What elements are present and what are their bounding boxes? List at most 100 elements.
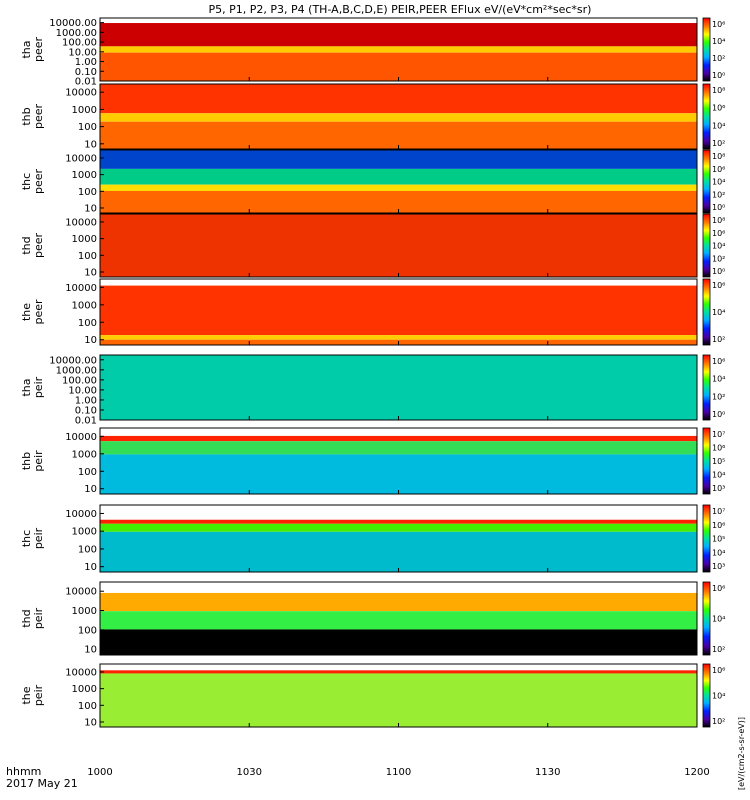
heatmap-band	[100, 184, 697, 191]
colorbar-tick-label: 10⁴	[712, 178, 725, 187]
heatmap-band	[100, 611, 697, 630]
colorbar-tick-label: 10²	[712, 190, 725, 199]
panel-species-label: peer	[32, 233, 45, 259]
x-tick-label: 1000	[87, 767, 112, 778]
y-tick-label: 10000.00	[49, 355, 97, 366]
heatmap-band	[100, 629, 697, 655]
colorbar-tick-label: 10⁴	[712, 242, 725, 251]
heatmap-band	[100, 168, 697, 185]
heatmap-band	[100, 285, 697, 336]
colorbar-tick-label: 10⁴	[712, 121, 725, 130]
colorbar	[702, 83, 711, 150]
panel-probe-label: the	[20, 686, 33, 704]
colorbar-tick-label: 10⁰	[712, 410, 725, 419]
panel-species-label: peir	[32, 684, 45, 706]
colorbar-tick-label: 10⁸	[712, 216, 725, 225]
y-tick-label: 100	[78, 544, 97, 555]
heatmap-band	[100, 454, 697, 494]
heatmap-band	[100, 673, 697, 727]
panel-probe-label: thc	[20, 173, 33, 190]
x-tick-label: 1200	[684, 767, 709, 778]
colorbar-tick-label: 10⁶	[712, 281, 725, 290]
x-tick-label: 1100	[386, 767, 411, 778]
heatmap-band	[100, 84, 697, 114]
y-tick-label: 10000	[65, 509, 97, 520]
heatmap-band	[100, 592, 697, 612]
y-tick-label: 10	[84, 717, 97, 728]
colorbar-tick-label: 10⁶	[712, 584, 725, 593]
y-tick-label: 1000.00	[56, 28, 97, 39]
y-tick-label: 10000.00	[49, 18, 97, 29]
y-tick-label: 10	[84, 203, 97, 214]
y-tick-label: 100	[78, 251, 97, 262]
colorbar	[702, 213, 711, 278]
colorbar	[702, 354, 711, 421]
y-tick-label: 10	[84, 335, 97, 346]
panel-probe-label: the	[20, 303, 33, 321]
panel-species-label: peir	[32, 527, 45, 549]
colorbar-tick-label: 10⁶	[712, 229, 725, 238]
colorbar	[702, 504, 711, 573]
y-tick-label: 10000	[65, 667, 97, 678]
y-tick-label: 1000	[72, 606, 97, 617]
heatmap-band	[100, 519, 697, 524]
heatmap-band	[100, 150, 697, 169]
heatmap-band	[100, 46, 697, 53]
colorbar-tick-label: 10⁴	[712, 37, 725, 46]
colorbar-tick-label: 10⁰	[712, 203, 725, 212]
colorbar-tick-label: 10⁷	[712, 430, 725, 439]
colorbar-tick-label: 10⁴	[712, 692, 725, 701]
panel-probe-label: tha	[20, 378, 33, 396]
panel-group: 1000 1030 1100 1130 120010000.001000.00100.0…	[20, 17, 725, 778]
colorbar-tick-label: 10⁰	[712, 71, 725, 80]
colorbar-tick-label: 10²	[712, 645, 725, 654]
y-tick-label: 100	[78, 122, 97, 133]
colorbar-tick-label: 10²	[712, 717, 725, 726]
y-tick-label: 1000	[72, 684, 97, 695]
y-tick-label: 0.01	[75, 77, 97, 88]
colorbar-tick-label: 10⁶	[712, 357, 725, 366]
time-unit-label: hhmm	[6, 765, 41, 778]
y-tick-label: 10.00	[68, 385, 97, 396]
colorbar-tick-label: 10⁶	[712, 20, 725, 29]
panel-probe-label: thb	[20, 452, 33, 470]
x-tick-label: 1130	[535, 767, 560, 778]
y-tick-label: 1.00	[75, 57, 97, 68]
panel-probe-label: thd	[20, 236, 33, 254]
heatmap-band	[100, 355, 697, 420]
heatmap-band	[100, 441, 697, 455]
panel-probe-label: tha	[20, 40, 33, 58]
colorbar-tick-label: 10⁴	[712, 375, 725, 384]
panel-probe-label: thd	[20, 609, 33, 627]
colorbar-tick-label: 10⁵	[712, 457, 725, 466]
panel-species-label: peer	[32, 299, 45, 325]
colorbar-tick-label: 10⁴	[712, 308, 725, 317]
colorbar	[702, 149, 711, 214]
heatmap-band	[100, 214, 697, 277]
y-tick-label: 1.00	[75, 395, 97, 406]
heatmap-band	[100, 113, 697, 122]
y-tick-label: 1000	[72, 234, 97, 245]
panel-species-label: peer	[32, 104, 45, 130]
y-tick-label: 10000	[65, 432, 97, 443]
y-tick-label: 1000	[72, 449, 97, 460]
y-tick-label: 10000	[65, 153, 97, 164]
y-tick-label: 10000	[65, 217, 97, 228]
colorbar-tick-label: 10⁴	[712, 471, 725, 480]
panel-species-label: peir	[32, 376, 45, 398]
colorbar-tick-label: 10²	[712, 335, 725, 344]
colorbar-tick-label: 10²	[712, 139, 725, 148]
y-tick-label: 1000	[72, 300, 97, 311]
plot-title: P5, P1, P2, P3, P4 (TH-A,B,C,D,E) PEIR,P…	[209, 3, 592, 16]
colorbar-tick-label: 10⁶	[712, 104, 725, 113]
colorbar-tick-label: 10⁸	[712, 86, 725, 95]
y-tick-label: 1000.00	[56, 365, 97, 376]
y-tick-label: 100	[78, 701, 97, 712]
panel-probe-label: thc	[20, 530, 33, 547]
colorbar	[702, 663, 711, 728]
y-tick-label: 10	[84, 267, 97, 278]
heatmap-band	[100, 435, 697, 442]
colorbar-units-label: [eV/(cm2-s-sr-eV)]	[737, 717, 746, 790]
colorbar-tick-label: 10⁵	[712, 535, 725, 544]
